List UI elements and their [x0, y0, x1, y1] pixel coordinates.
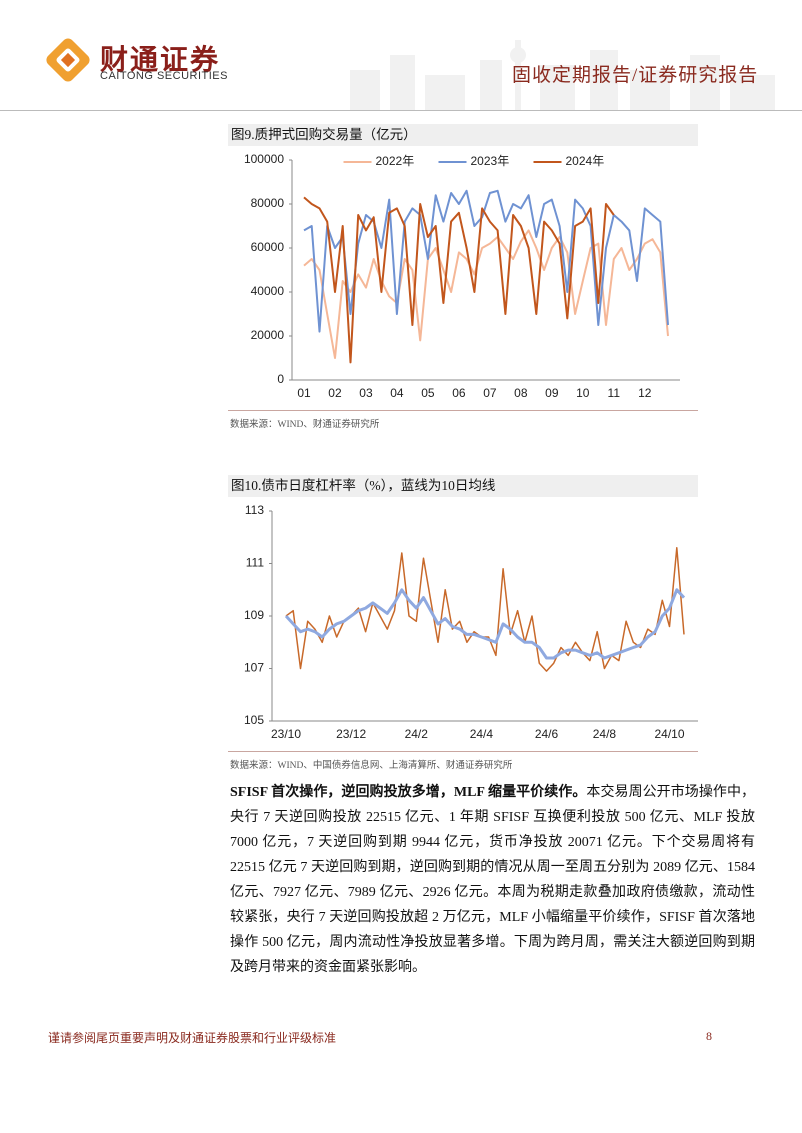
x-tick-label: 07 — [483, 386, 497, 400]
y-tick-label: 105 — [244, 713, 264, 727]
figure-title: 图10.债市日度杠杆率（%），蓝线为10日均线 — [228, 475, 698, 497]
separator — [228, 751, 698, 752]
x-tick-label: 01 — [297, 386, 311, 400]
legend-label: 2023年 — [471, 154, 510, 168]
footer-disclaimer: 谨请参阅尾页重要声明及财通证券股票和行业评级标准 — [48, 1031, 337, 1045]
x-tick-label: 03 — [359, 386, 373, 400]
series-line — [303, 229, 669, 359]
x-tick-label: 05 — [421, 386, 435, 400]
paragraph: SFISF 首次操作，逆回购投放多增，MLF 缩量平价续作。本交易周公开市场操作… — [230, 780, 755, 980]
y-tick-label: 111 — [246, 556, 265, 570]
x-tick-label: 24/8 — [593, 727, 617, 741]
y-tick-label: 40000 — [251, 284, 285, 298]
chart: 105 107 109 111 113 23/10 23/12 24/2 24/4 24/6 24/… — [244, 503, 698, 741]
legend-label: 2024年 — [566, 154, 605, 168]
y-tick-label: 80000 — [251, 196, 285, 210]
logo-icon — [46, 38, 90, 82]
x-tick-label: 24/4 — [470, 727, 494, 741]
y-tick-label: 100000 — [244, 152, 284, 166]
x-tick-label: 23/10 — [271, 727, 301, 741]
figure-source: 数据来源：WIND、财通证券研究所 — [230, 420, 380, 430]
y-tick-label: 20000 — [251, 328, 285, 342]
x-tick-label: 10 — [576, 386, 590, 400]
figure-source: 数据来源：WIND、中国债券信息网、上海清算所、财通证券研究所 — [230, 761, 513, 771]
paragraph-body: 本交易周公开市场操作中，央行 7 天逆回购投放 22515 亿元、1 年期 SF… — [230, 785, 756, 975]
x-tick-label: 02 — [328, 386, 342, 400]
y-tick-label: 0 — [277, 372, 284, 386]
separator — [228, 410, 698, 411]
x-tick-label: 24/10 — [655, 727, 685, 741]
x-tick-label: 04 — [390, 386, 404, 400]
x-tick-label: 12 — [638, 386, 652, 400]
paragraph-lead: SFISF 首次操作，逆回购投放多增，MLF 缩量平价续作。 — [230, 785, 587, 800]
chart: 0 20000 40000 60000 80000 100000 01 02 03 04 05 06 0… — [244, 152, 680, 400]
x-tick-label: 08 — [514, 386, 528, 400]
page-number: 8 — [706, 1029, 712, 1043]
x-tick-label: 24/2 — [405, 727, 429, 741]
series-line — [285, 547, 685, 672]
logo-en: CAITONG SECURITIES — [100, 70, 228, 82]
x-tick-label: 11 — [608, 386, 621, 400]
x-tick-label: 09 — [545, 386, 559, 400]
series-line — [284, 588, 686, 660]
x-tick-label: 24/6 — [535, 727, 559, 741]
skyline — [350, 40, 775, 110]
header-rule — [0, 110, 802, 111]
series-line — [303, 189, 669, 333]
report-type: 固收定期报告/证券研究报告 — [512, 65, 759, 86]
series-line — [303, 196, 615, 364]
x-tick-label: 06 — [452, 386, 466, 400]
logo-cn: 财通证券 — [100, 45, 221, 76]
y-tick-label: 109 — [244, 608, 264, 622]
y-tick-label: 107 — [244, 661, 264, 675]
figure-title: 图9.质押式回购交易量（亿元） — [228, 124, 698, 146]
y-tick-label: 113 — [245, 503, 264, 517]
legend-label: 2022年 — [376, 154, 415, 168]
y-tick-label: 60000 — [251, 240, 285, 254]
x-tick-label: 23/12 — [336, 727, 366, 741]
